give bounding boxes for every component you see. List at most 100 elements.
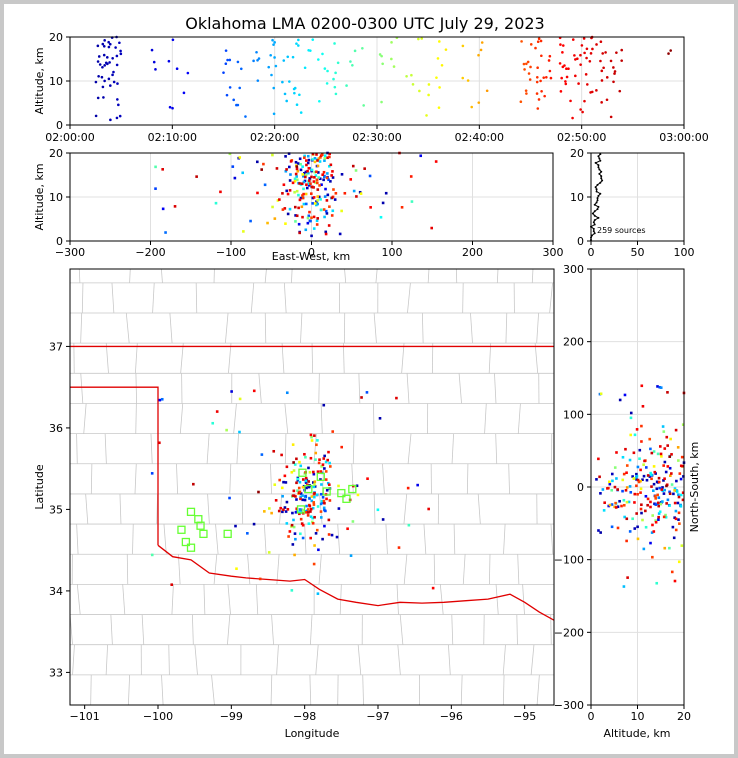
ew-alt-point <box>328 152 331 156</box>
alt-ns-point <box>608 480 611 484</box>
alt-ns-point <box>640 440 643 443</box>
map-source-point <box>307 522 311 525</box>
map-source-point <box>238 430 241 434</box>
alt-ns-point <box>611 479 614 483</box>
map-source-point <box>294 511 298 514</box>
time-alt-point <box>600 101 603 104</box>
alt-ns-point <box>625 517 629 521</box>
alt-ns-point <box>649 505 652 509</box>
time-alt-point <box>576 57 579 61</box>
time-alt-point <box>390 57 393 61</box>
time-alt-point <box>171 106 174 110</box>
map-source-point <box>287 535 290 538</box>
map-source-point <box>295 481 298 485</box>
time-alt-point <box>525 92 528 95</box>
map-source-point <box>318 458 321 461</box>
time-alt-point <box>440 64 444 67</box>
county-line <box>264 313 267 344</box>
time-alt-point <box>297 38 300 42</box>
alt-ns-point <box>598 475 601 479</box>
ew-alt-point <box>316 159 319 162</box>
map-source-point <box>281 494 284 498</box>
ew-alt-point <box>315 153 318 156</box>
east-west-xlabel: East-West, km <box>272 250 350 263</box>
alt-ns-point <box>621 489 624 493</box>
alt-ns-point <box>639 507 643 511</box>
ew-alt-point <box>316 164 320 168</box>
county-line <box>281 343 285 374</box>
map-source-point <box>293 532 297 535</box>
alt-ns-point <box>614 506 618 509</box>
ew-alt-point <box>320 153 324 157</box>
ew-alt-point <box>303 156 306 159</box>
histogram-point <box>597 194 600 197</box>
ew-alt-point <box>307 167 311 170</box>
ew-alt-point <box>304 202 308 206</box>
lon-tick-label: −99 <box>220 710 243 723</box>
ew-alt-point <box>305 163 308 167</box>
alt-tick-label: 20 <box>49 147 63 160</box>
lma-station-marker <box>196 521 205 530</box>
histogram-point <box>596 199 599 202</box>
map-source-point <box>267 551 271 554</box>
alt-ns-point <box>673 487 677 490</box>
histogram-point <box>599 181 602 184</box>
county-line <box>423 524 427 555</box>
ew-alt-point <box>302 202 306 206</box>
alt-ns-point <box>664 513 667 517</box>
county-line <box>276 644 279 675</box>
ew-alt-point <box>318 160 322 163</box>
county-line <box>320 403 323 434</box>
alt-ns-point <box>601 488 605 491</box>
time-alt-point <box>236 103 240 107</box>
time-alt-point <box>520 40 523 43</box>
county-line <box>270 463 273 494</box>
county-line <box>211 674 215 705</box>
county-line <box>264 269 267 283</box>
county-line <box>494 373 497 404</box>
time-alt-point <box>380 100 383 104</box>
altitude-histogram-panel: 0 50 100 0 10 20 259 sources <box>570 147 695 259</box>
ew-alt-point <box>314 181 317 184</box>
alt-ns-point <box>595 478 598 481</box>
time-alt-point <box>257 57 261 60</box>
county-line <box>90 463 93 494</box>
ew-alt-point <box>315 181 319 185</box>
ew-alt-point <box>161 168 164 171</box>
ew-alt-point <box>352 189 356 193</box>
alt-ns-point <box>636 465 640 469</box>
map-source-point <box>297 486 301 490</box>
ew-alt-point <box>333 198 337 201</box>
ew-alt-point <box>307 158 311 162</box>
alt-ns-point <box>610 525 614 529</box>
time-alt-point <box>112 80 116 84</box>
ew-alt-point <box>311 152 315 156</box>
ew-alt-point <box>306 216 310 220</box>
time-alt-point <box>351 63 354 67</box>
alt-tick-label: 20 <box>49 31 63 44</box>
map-source-point <box>285 500 289 504</box>
time-alt-point <box>602 66 605 70</box>
alt-ns-point <box>657 504 661 508</box>
alt-ns-point <box>635 472 638 476</box>
ew-alt-point <box>305 186 309 190</box>
map-source-point <box>309 536 312 540</box>
map-frame <box>69 268 555 706</box>
alt-ns-point <box>648 437 652 441</box>
map-source-point <box>170 583 174 586</box>
ew-alt-point <box>363 167 366 170</box>
time-alt-point <box>574 58 577 61</box>
ns-tick-label: 200 <box>563 336 584 349</box>
alt-ns-point <box>641 518 644 522</box>
alt-ns-point <box>632 477 636 480</box>
alt-ns-point <box>655 487 659 491</box>
histogram-point <box>597 166 600 169</box>
time-alt-point <box>561 44 565 47</box>
time-alt-point <box>535 92 539 95</box>
alt-ns-point <box>679 503 682 507</box>
ew-alt-point <box>325 212 329 215</box>
county-line <box>451 614 454 645</box>
ew-alt-point <box>320 183 323 186</box>
time-alt-point <box>103 64 106 67</box>
county-line <box>105 343 109 374</box>
